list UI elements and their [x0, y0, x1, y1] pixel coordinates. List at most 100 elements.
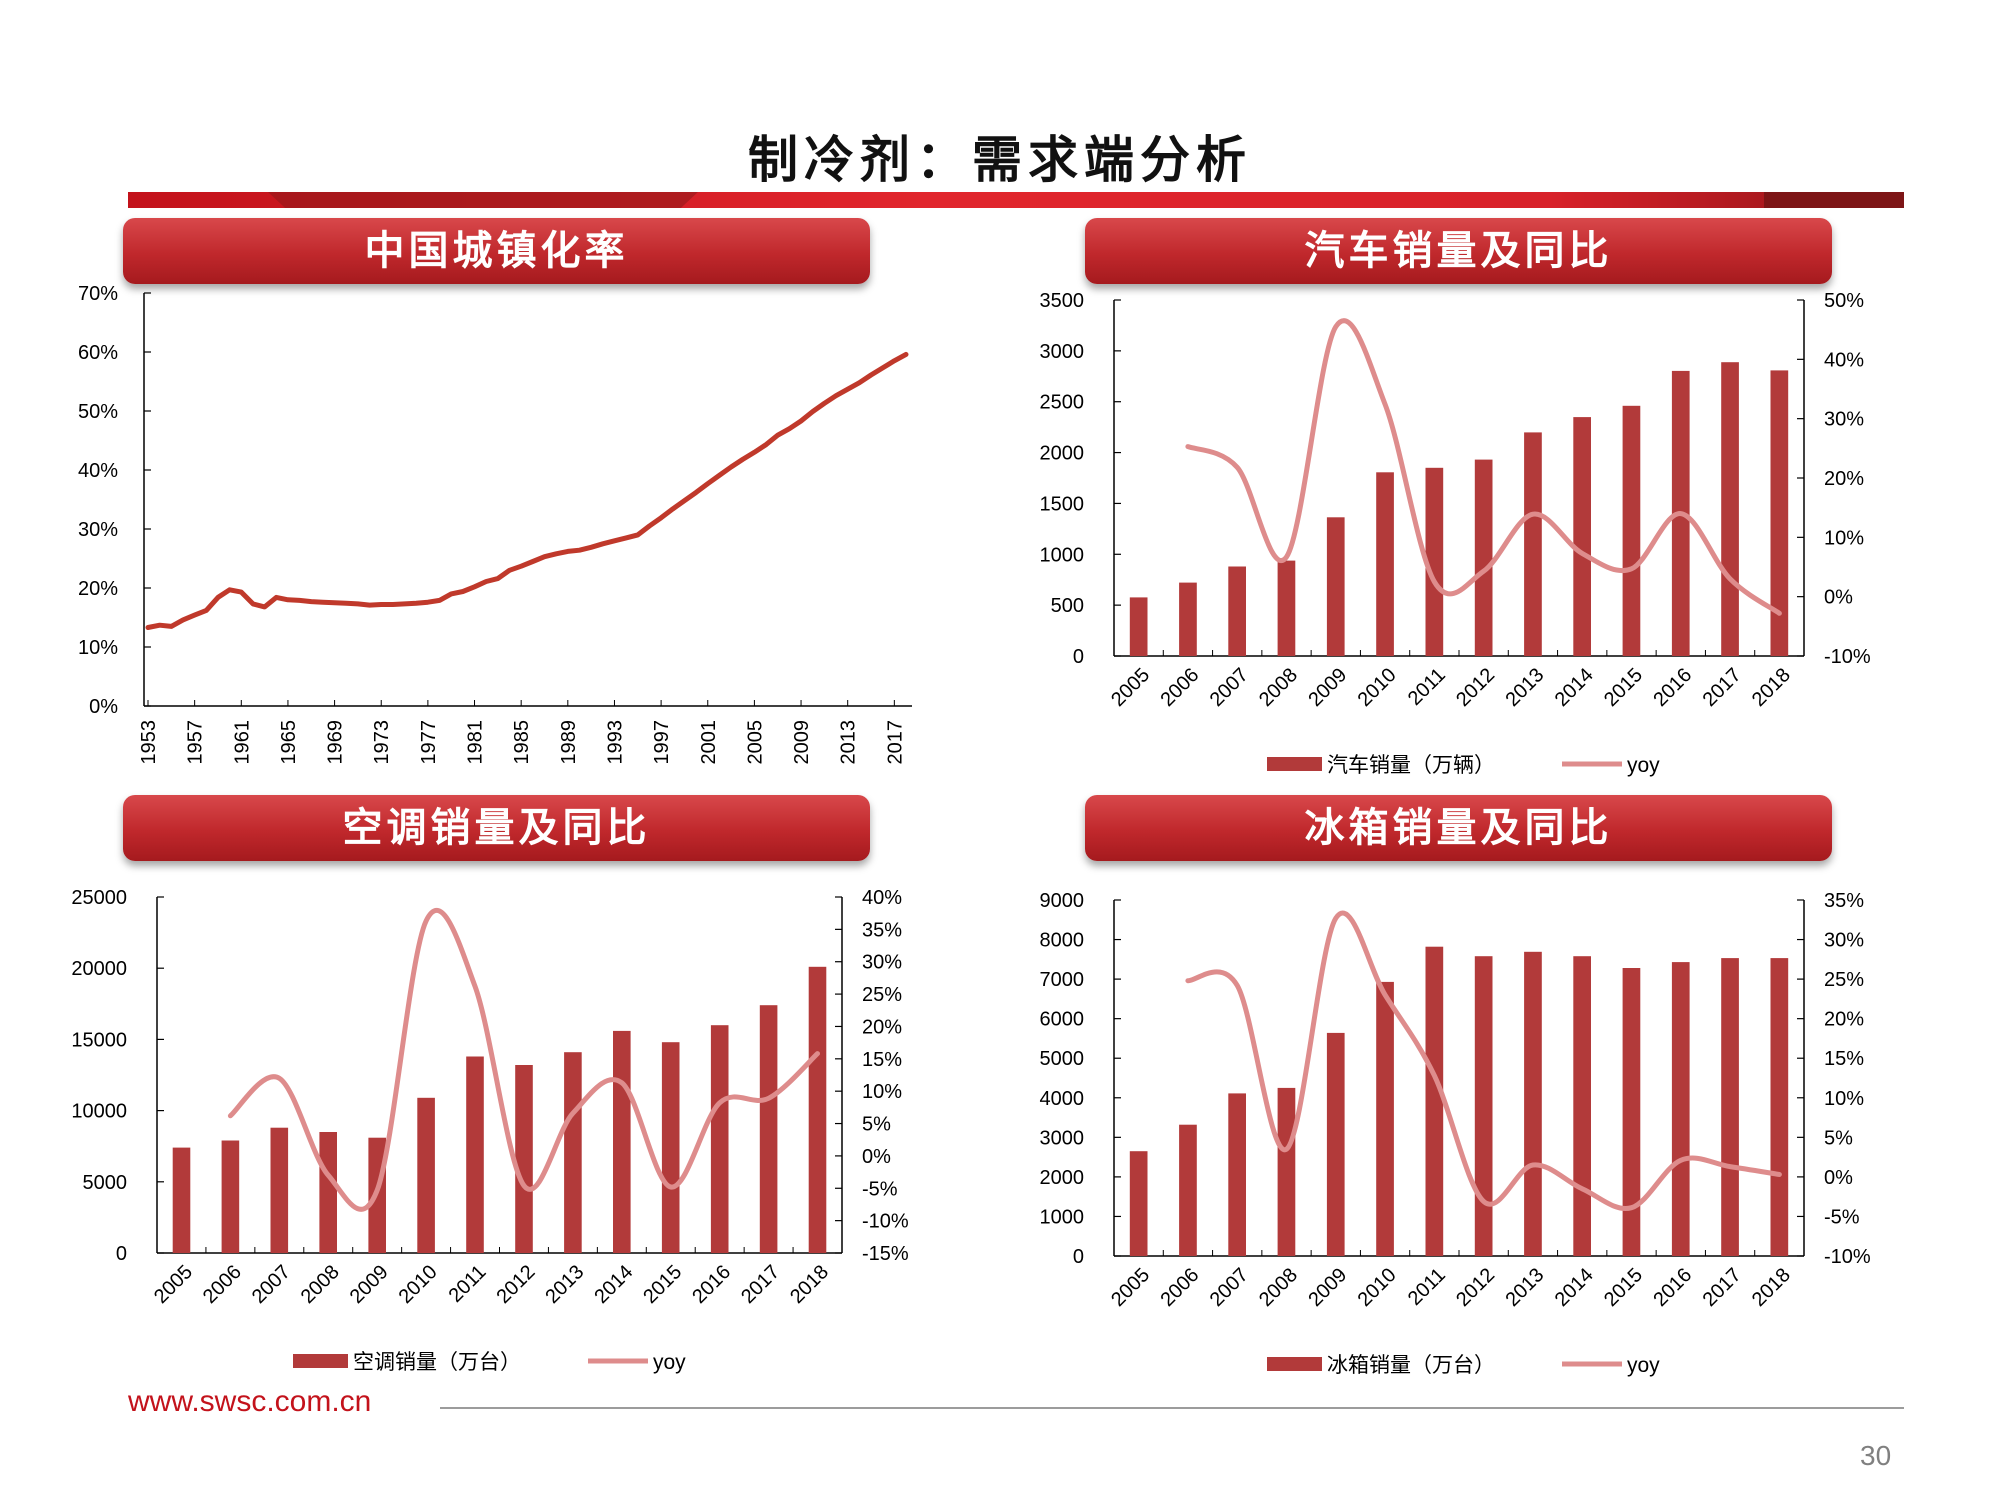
- x-tick-label: 1973: [371, 720, 393, 765]
- right-tick-label: -5%: [862, 1178, 898, 1200]
- x-tick-label: 1953: [138, 720, 160, 765]
- bar-2010: [1376, 981, 1394, 1256]
- right-tick-label: 15%: [862, 1049, 902, 1071]
- right-tick-label: 10%: [1824, 1088, 1864, 1110]
- footer-url[interactable]: www.swsc.com.cn: [128, 1385, 372, 1418]
- right-tick-label: 25%: [1824, 969, 1864, 991]
- left-tick-label: 8000: [1040, 930, 1085, 952]
- bar-2016: [1671, 962, 1690, 1256]
- bar-2017: [1721, 958, 1739, 1256]
- left-tick-label: 0: [116, 1243, 127, 1265]
- right-tick-label: 40%: [862, 887, 902, 909]
- legend-bar-swatch: [1267, 1357, 1322, 1371]
- x-tick-label: 2017: [884, 720, 906, 765]
- x-tick-label: 2014: [1551, 1264, 1598, 1311]
- right-tick-label: -10%: [1824, 1246, 1871, 1268]
- legend-bar-label: 冰箱销量（万台）: [1327, 1354, 1495, 1377]
- right-tick-label: 15%: [1824, 1048, 1864, 1070]
- legend-bar-label: 空调销量（万台）: [353, 1351, 521, 1374]
- left-tick-label: 9000: [1040, 890, 1085, 912]
- x-tick-label: 2009: [1304, 1264, 1351, 1311]
- bar-2018: [1770, 958, 1789, 1256]
- bar-2017: [759, 1005, 778, 1253]
- x-tick-label: 2013: [1501, 1264, 1548, 1311]
- x-tick-label: 1981: [465, 720, 487, 765]
- left-tick-label: 15000: [71, 1029, 127, 1051]
- x-tick-label: 2009: [791, 720, 813, 765]
- bar-2013: [564, 1052, 582, 1253]
- x-tick-label: 2010: [1354, 1264, 1401, 1311]
- yoy-line: [1185, 318, 1782, 616]
- right-tick-label: 30%: [862, 952, 902, 974]
- right-tick-label: 40%: [1824, 349, 1864, 371]
- bar-2013: [1524, 432, 1542, 656]
- y-tick-label: 60%: [78, 342, 118, 364]
- bar-2012: [1474, 459, 1493, 656]
- right-tick-label: 5%: [1824, 1127, 1853, 1149]
- x-tick-label: 2008: [1255, 1264, 1302, 1311]
- bar-2010: [1376, 472, 1394, 656]
- right-tick-label: 35%: [862, 919, 902, 941]
- bar-2011: [1425, 946, 1444, 1256]
- title-divider-bar: [128, 192, 1904, 208]
- bar-2006: [1179, 1124, 1197, 1256]
- divider-accent: [268, 192, 698, 208]
- legend-bar-swatch: [1267, 757, 1322, 771]
- right-tick-label: 20%: [862, 1016, 902, 1038]
- right-tick-label: 0%: [862, 1146, 891, 1168]
- x-tick-label: 2017: [1699, 1264, 1746, 1311]
- right-tick-label: 5%: [862, 1114, 891, 1136]
- footer-divider: [440, 1407, 1904, 1409]
- x-tick-label: 1993: [604, 720, 626, 765]
- x-tick-label: 1977: [418, 720, 440, 765]
- bar-2007: [1228, 566, 1246, 656]
- right-tick-label: 0%: [1824, 1167, 1853, 1189]
- panel-header-ac: 空调销量及同比: [123, 795, 870, 861]
- right-tick-label: 10%: [862, 1081, 902, 1103]
- left-tick-label: 500: [1051, 595, 1084, 617]
- x-tick-label: 2012: [1452, 1264, 1499, 1311]
- y-tick-label: 40%: [78, 460, 118, 482]
- x-tick-label: 2018: [1748, 1264, 1795, 1311]
- x-tick-label: 1985: [511, 720, 533, 765]
- bar-2008: [319, 1132, 337, 1253]
- x-tick-label: 2015: [1600, 1264, 1647, 1311]
- left-tick-label: 4000: [1040, 1088, 1085, 1110]
- left-tick-label: 2500: [1040, 392, 1085, 414]
- x-tick-label: 2007: [1206, 1264, 1253, 1311]
- bar-2012: [1474, 956, 1493, 1256]
- x-tick-label: 2001: [698, 720, 720, 765]
- left-tick-label: 1000: [1040, 544, 1085, 566]
- bar-2007: [270, 1127, 289, 1253]
- bar-2008: [1277, 1087, 1296, 1256]
- x-tick-label: 2016: [1649, 1264, 1696, 1311]
- legend-bar-label: 汽车销量（万辆）: [1327, 754, 1495, 777]
- left-tick-label: 5000: [83, 1172, 128, 1194]
- left-tick-label: 6000: [1040, 1009, 1085, 1031]
- x-tick-label: 1961: [231, 720, 253, 765]
- left-tick-label: 2000: [1040, 1167, 1085, 1189]
- slide-title: 制冷剂：需求端分析: [748, 130, 1252, 189]
- right-tick-label: 20%: [1824, 1009, 1864, 1031]
- x-tick-label: 2005: [744, 720, 766, 765]
- right-tick-label: -10%: [1824, 646, 1871, 668]
- left-tick-label: 0: [1073, 646, 1084, 668]
- left-tick-label: 2000: [1040, 443, 1085, 465]
- left-tick-label: 3000: [1040, 1127, 1085, 1149]
- bar-2014: [1573, 417, 1591, 656]
- left-tick-label: 7000: [1040, 969, 1085, 991]
- bar-2006: [221, 1140, 240, 1253]
- urbanization-line: [145, 351, 909, 630]
- right-tick-label: 25%: [862, 984, 902, 1006]
- bar-2008: [1277, 560, 1296, 656]
- bar-2006: [1179, 582, 1197, 656]
- left-tick-label: 3000: [1040, 341, 1085, 363]
- bar-2009: [1326, 1032, 1345, 1256]
- left-tick-label: 20000: [71, 958, 127, 980]
- left-tick-label: 1500: [1040, 493, 1085, 515]
- y-tick-label: 10%: [78, 637, 118, 659]
- y-tick-label: 50%: [78, 401, 118, 423]
- bar-2007: [1228, 1093, 1246, 1256]
